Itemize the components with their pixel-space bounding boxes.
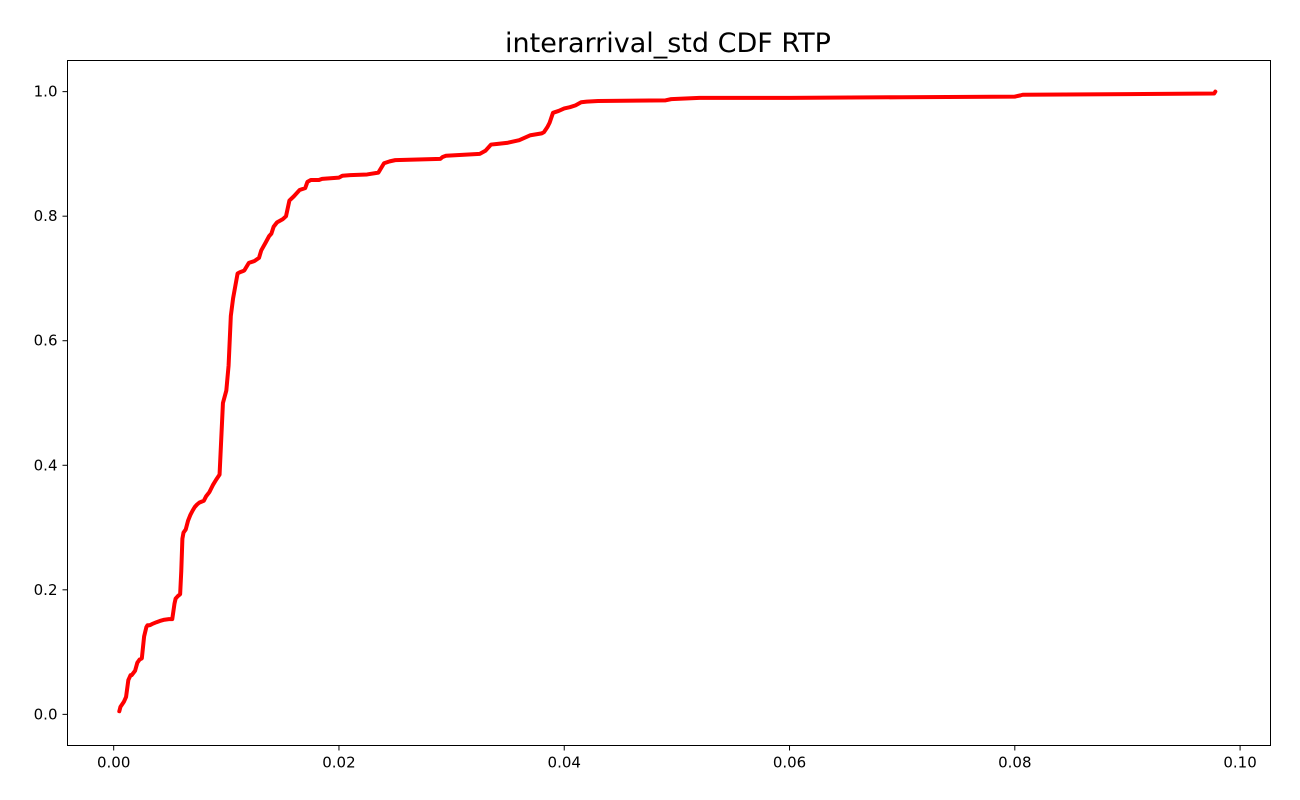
y-axis: 0.0 0.2 0.4 0.6 0.8 1.0 <box>34 83 68 723</box>
axes-frame <box>67 60 1271 746</box>
x-axis: 0.00 0.02 0.04 0.06 0.08 0.10 <box>97 745 1257 772</box>
x-tick-label: 0.02 <box>322 754 355 772</box>
y-tick-label: 0.0 <box>34 705 58 723</box>
y-tick-label: 1.0 <box>34 83 58 101</box>
y-tick-label: 0.8 <box>34 207 58 225</box>
x-tick-label: 0.10 <box>1223 754 1256 772</box>
x-tick-label: 0.04 <box>548 754 581 772</box>
y-tick-label: 0.4 <box>34 456 58 474</box>
y-tick-label: 0.2 <box>34 581 58 599</box>
x-tick-label: 0.06 <box>773 754 806 772</box>
x-tick-label: 0.00 <box>97 754 130 772</box>
y-tick-label: 0.6 <box>34 332 58 350</box>
x-tick-label: 0.08 <box>998 754 1031 772</box>
chart-title: interarrival_std CDF RTP <box>505 28 831 59</box>
plot-area <box>117 89 1218 714</box>
cdf-series-line <box>117 89 1218 714</box>
